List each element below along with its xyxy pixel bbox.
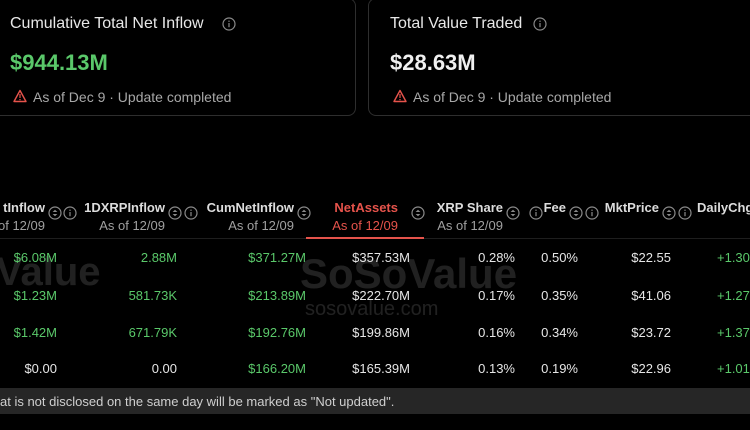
info-icon[interactable]: [529, 206, 543, 220]
watermark-left: Value: [0, 250, 101, 294]
table-cell: $41.06: [631, 288, 671, 303]
card-status: As of Dec 9 · Update completed: [33, 89, 232, 105]
table-cell: $371.27M: [248, 250, 306, 265]
info-icon[interactable]: [678, 206, 692, 220]
footer-bar: [0, 388, 750, 414]
table-cell: $1.42M: [13, 325, 57, 340]
header-label[interactable]: MktPrice: [604, 200, 659, 215]
info-icon[interactable]: [63, 206, 77, 220]
table-cell: $222.70M: [352, 288, 410, 303]
footer-note: at is not disclosed on the same day will…: [0, 394, 395, 409]
table-cell: 0.17%: [478, 288, 515, 303]
table-cell: +1.37: [717, 325, 750, 340]
table-cell: 671.79K: [128, 325, 177, 340]
header-label[interactable]: tInflow: [3, 200, 45, 215]
table-cell: $22.96: [631, 361, 671, 376]
card-value: $28.63M: [390, 50, 476, 75]
table-cell: $199.86M: [352, 325, 410, 340]
watermark-site: sosovalue.com: [305, 298, 439, 320]
card: [0, 0, 356, 116]
watermark-brand: SoSoValue: [300, 250, 518, 297]
card-title: Cumulative Total Net Inflow: [10, 15, 204, 32]
sort-icon[interactable]: [506, 206, 520, 220]
header-label[interactable]: 1DXRPInflow: [84, 200, 165, 215]
info-icon[interactable]: [585, 206, 599, 220]
sort-icon[interactable]: [168, 206, 182, 220]
header-sub: As of 12/09: [437, 218, 503, 233]
table-cell: 0.13%: [478, 361, 515, 376]
table-cell: $22.55: [631, 250, 671, 265]
info-icon[interactable]: [184, 206, 198, 220]
table-cell: $357.53M: [352, 250, 410, 265]
card-title: Total Value Traded: [390, 15, 523, 32]
table-cell: 0.19%: [541, 361, 578, 376]
table-cell: $213.89M: [248, 288, 306, 303]
header-sub: of 12/09: [0, 218, 45, 233]
table-cell: $192.76M: [248, 325, 306, 340]
header-label[interactable]: XRP Share: [436, 200, 503, 215]
card-status: As of Dec 9 · Update completed: [413, 89, 612, 105]
table-cell: 581.73K: [128, 288, 177, 303]
sort-icon[interactable]: [297, 206, 311, 220]
sort-icon[interactable]: [662, 206, 676, 220]
sort-underline: [306, 237, 424, 239]
card-value: $944.13M: [10, 50, 108, 75]
table-cell: $6.08M: [13, 250, 57, 265]
table-cell: $23.72: [631, 325, 671, 340]
header-label[interactable]: NetAssets: [334, 200, 398, 215]
sort-icon[interactable]: [569, 206, 583, 220]
table-cell: +1.30: [717, 250, 750, 265]
warning-icon: [393, 89, 407, 103]
info-icon[interactable]: [533, 17, 547, 31]
table-cell: +1.01: [717, 361, 750, 376]
table-cell: 0.00: [151, 361, 177, 376]
card: [368, 0, 750, 116]
table-cell: 0.35%: [541, 288, 578, 303]
info-icon[interactable]: [222, 17, 236, 31]
table-cell: 2.88M: [140, 250, 177, 265]
table-cell: $165.39M: [352, 361, 410, 376]
table-cell: 0.28%: [478, 250, 515, 265]
table-cell: +1.27: [717, 288, 750, 303]
header-label[interactable]: CumNetInflow: [206, 200, 294, 215]
table-cell: $0.00: [24, 361, 57, 376]
warning-icon: [13, 89, 27, 103]
table-cell: 0.34%: [541, 325, 578, 340]
table-cell: $1.23M: [13, 288, 57, 303]
header-sub: As of 12/09: [332, 218, 398, 233]
sort-icon[interactable]: [48, 206, 62, 220]
header-label[interactable]: DailyChg: [697, 200, 750, 215]
header-label[interactable]: Fee: [543, 200, 566, 215]
table-cell: $166.20M: [248, 361, 306, 376]
header-sub: As of 12/09: [99, 218, 165, 233]
table-cell: 0.16%: [478, 325, 515, 340]
sort-icon[interactable]: [411, 206, 425, 220]
table-cell: 0.50%: [541, 250, 578, 265]
header-sub: As of 12/09: [228, 218, 294, 233]
